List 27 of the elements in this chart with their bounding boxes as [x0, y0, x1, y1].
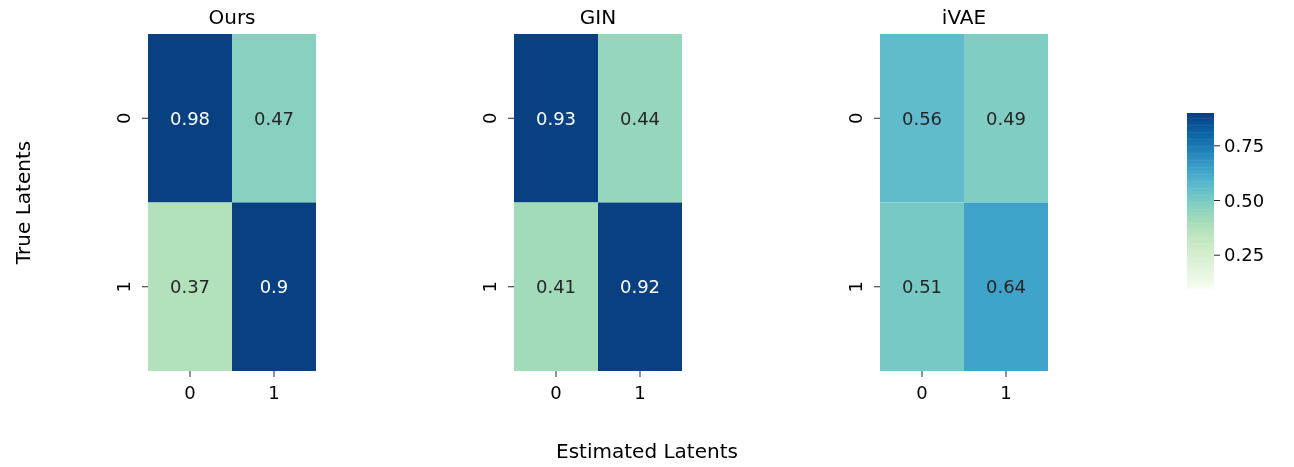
x-tick-label: 0	[184, 382, 196, 403]
y-axis-title: True Latents	[11, 140, 35, 266]
data-label: 0.92	[619, 276, 661, 298]
data-label: 0.93	[535, 107, 577, 129]
x-tick-label: 1	[268, 382, 280, 403]
chart-title: Ours	[208, 5, 256, 29]
color-bar-label: 0.75	[1224, 135, 1265, 157]
data-label: 0.56	[901, 107, 943, 129]
data-label: 0.47	[253, 107, 295, 129]
color-bar-label: 0.50	[1224, 189, 1265, 211]
x-tick-label: 0	[550, 382, 562, 403]
data-label: 0.9	[259, 276, 289, 298]
chart-title: GIN	[579, 5, 617, 29]
colorbar: 0.25 0.50 0.75	[1187, 113, 1265, 289]
data-label: 0.49	[985, 107, 1027, 129]
data-label: 0.44	[619, 107, 661, 129]
data-label: 0.51	[901, 276, 943, 298]
x-axis-title: Estimated Latents	[556, 439, 738, 463]
x-tick-label: 1	[634, 382, 646, 403]
data-label: 0.41	[535, 276, 577, 298]
data-label: 0.98	[169, 107, 211, 129]
x-tick-label: 0	[916, 382, 928, 403]
chart-title: iVAE	[941, 5, 987, 29]
data-label: 0.64	[985, 276, 1027, 298]
x-tick-label: 1	[1000, 382, 1012, 403]
data-label: 0.37	[169, 276, 211, 298]
color-bar-label: 0.25	[1224, 244, 1265, 266]
